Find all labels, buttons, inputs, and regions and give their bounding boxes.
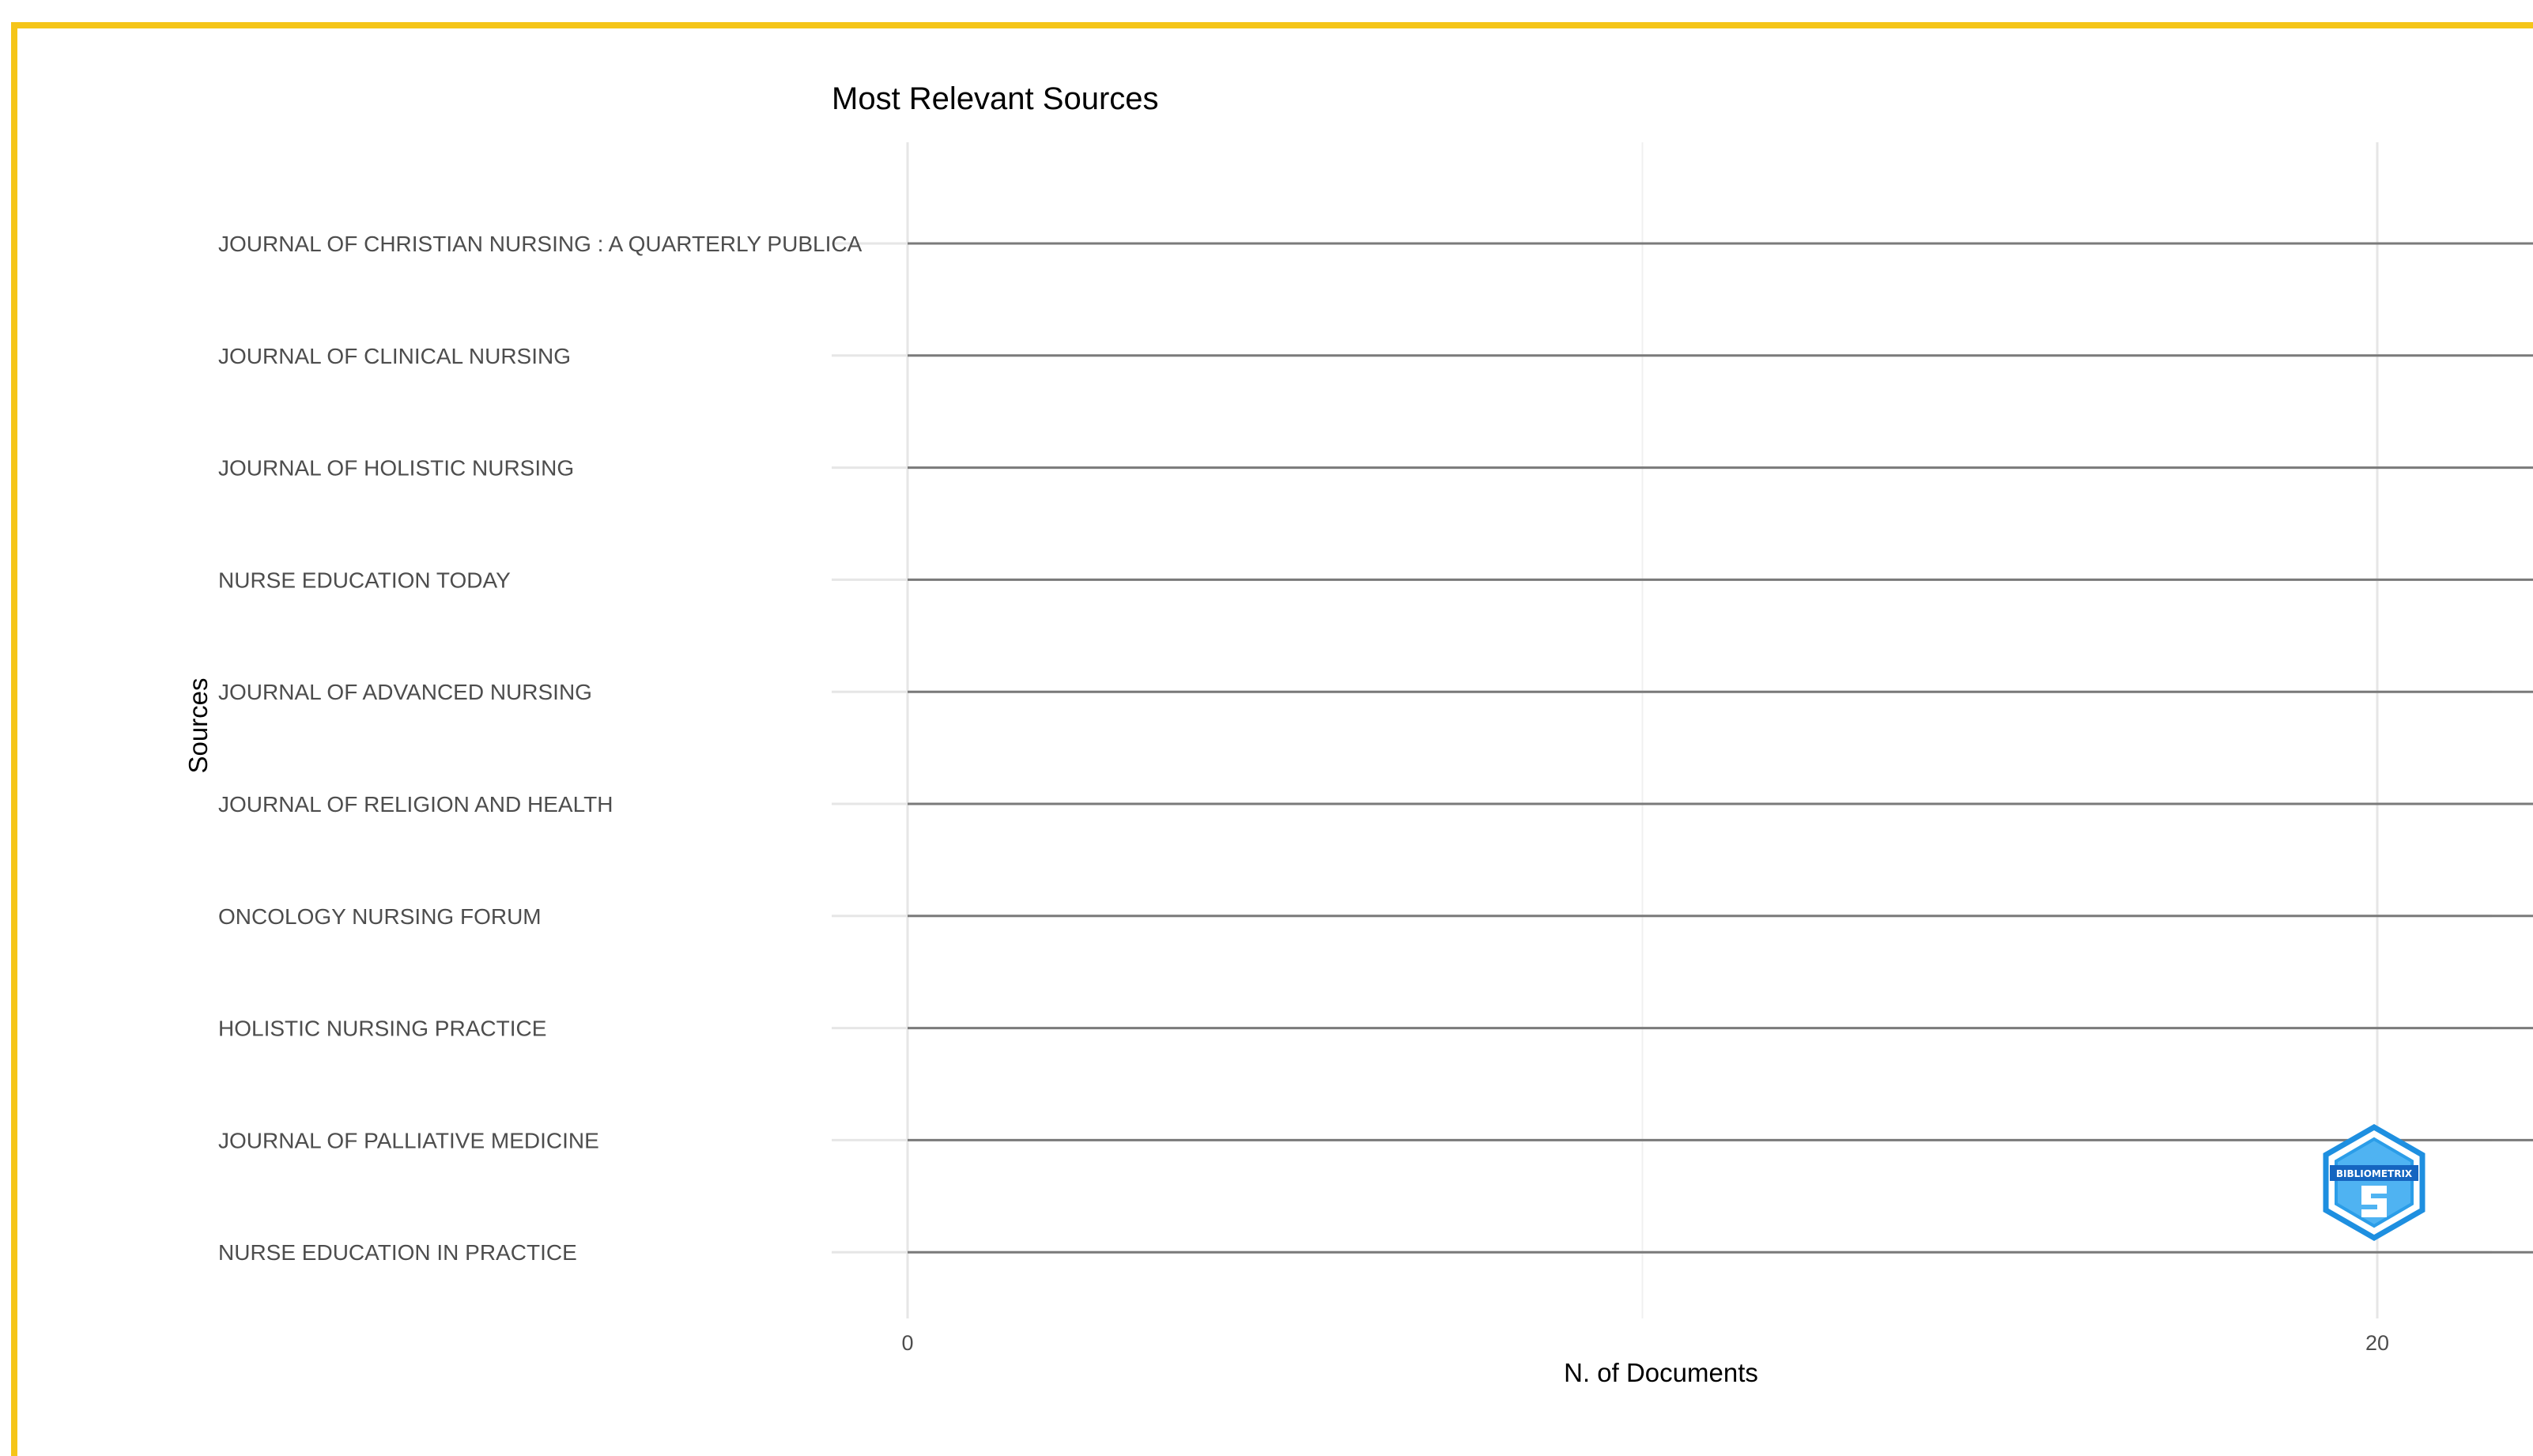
bibliometrix-logo: BIBLIOMETRIX [2323, 1123, 2425, 1242]
stems [908, 242, 2533, 1254]
grid [832, 142, 2492, 1318]
category-label: JOURNAL OF PALLIATIVE MEDICINE [218, 1128, 599, 1152]
chart-border-frame [11, 22, 2533, 1456]
logo-text: BIBLIOMETRIX [2336, 1168, 2413, 1179]
category-label: NURSE EDUCATION IN PRACTICE [218, 1240, 577, 1265]
category-label: JOURNAL OF RELIGION AND HEALTH [218, 792, 613, 817]
category-label: HOLISTIC NURSING PRACTICE [218, 1017, 546, 1041]
category-label: NURSE EDUCATION TODAY [218, 568, 511, 592]
category-label: JOURNAL OF HOLISTIC NURSING [218, 456, 574, 481]
x-tick-label: 20 [2365, 1331, 2389, 1355]
category-labels: JOURNAL OF CHRISTIAN NURSING : A QUARTER… [218, 232, 863, 1265]
x-tick-labels: 020406080 [901, 1331, 2389, 1355]
category-label: JOURNAL OF CHRISTIAN NURSING : A QUARTER… [218, 232, 863, 256]
category-label: JOURNAL OF ADVANCED NURSING [218, 680, 592, 704]
chart-title: Most Relevant Sources [832, 81, 1159, 116]
x-axis-title: N. of Documents [1564, 1358, 1758, 1387]
x-tick-label: 0 [901, 1331, 913, 1355]
category-label: ONCOLOGY NURSING FORUM [218, 904, 542, 929]
category-label: JOURNAL OF CLINICAL NURSING [218, 344, 571, 368]
y-axis-title: Sources [183, 677, 213, 773]
